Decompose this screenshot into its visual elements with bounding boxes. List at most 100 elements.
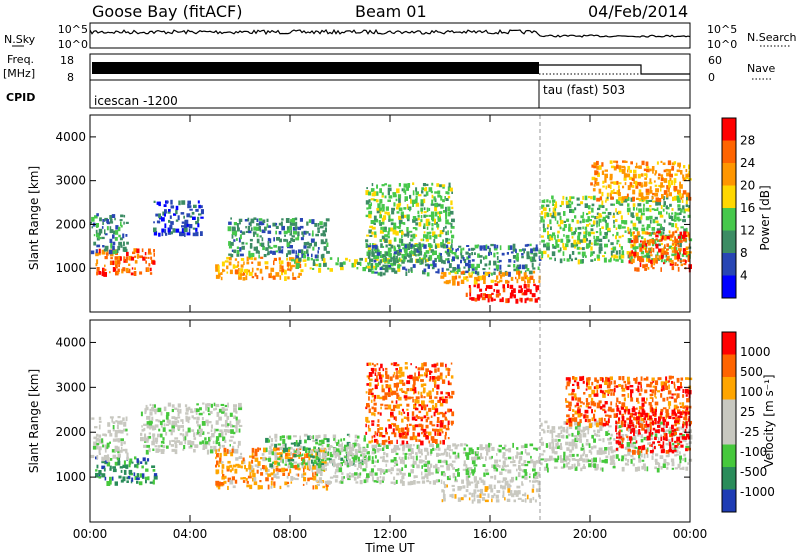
power-echo-cell-1517 xyxy=(586,238,588,242)
power-echo-cell-1260 xyxy=(485,288,487,291)
velocity-echo-cell-1683 xyxy=(491,498,493,503)
power-echo-cell-1867 xyxy=(688,205,690,208)
power-echo-cell-944 xyxy=(447,241,451,244)
velocity-echo-cell-54 xyxy=(136,477,140,480)
power-echo-cell-404 xyxy=(259,229,262,232)
velocity-xtick-label-3: 12:00 xyxy=(373,527,408,541)
power-echo-cell-1023 xyxy=(399,264,402,267)
power-echo-cell-216 xyxy=(189,215,193,218)
power-echo-cell-1277 xyxy=(502,284,505,289)
power-echo-cell-340 xyxy=(227,226,232,232)
velocity-echo-cell-561 xyxy=(284,468,288,472)
velocity-echo-cell-72 xyxy=(149,481,153,484)
velocity-echo-cell-204 xyxy=(154,427,157,430)
power-echo-cell-890 xyxy=(434,218,436,224)
power-echo-cell-236 xyxy=(200,209,204,214)
velocity-echo-cell-1614 xyxy=(445,428,450,431)
power-echo-cell-858 xyxy=(425,191,429,196)
power-echo-cell-1983 xyxy=(682,259,686,262)
power-echo-cell-1149 xyxy=(479,248,483,251)
velocity-echo-cell-544 xyxy=(275,468,279,472)
power-echo-cell-332 xyxy=(297,275,300,278)
velocity-echo-cell-1428 xyxy=(401,418,404,423)
velocity-echo-cell-1911 xyxy=(615,454,619,459)
power-echo-cell-2065 xyxy=(623,173,627,178)
velocity-echo-cell-500 xyxy=(254,457,259,462)
power-echo-cell-953 xyxy=(448,182,451,188)
power-echo-cell-1146 xyxy=(477,244,480,247)
power-echo-cell-1978 xyxy=(679,260,683,263)
power-echo-cell-2060 xyxy=(621,165,625,169)
velocity-echo-cell-1075 xyxy=(435,479,439,483)
velocity-echo-cell-221 xyxy=(159,421,163,426)
velocity-echo-cell-307 xyxy=(196,424,201,427)
velocity-echo-cell-1237 xyxy=(518,464,521,470)
power-echo-cell-783 xyxy=(409,238,414,242)
power-echo-cell-722 xyxy=(392,194,397,198)
velocity-echo-cell-848 xyxy=(330,451,332,456)
power-echo-cell-537 xyxy=(325,218,330,222)
velocity-echo-cell-2504 xyxy=(662,407,667,410)
velocity-echo-cell-703 xyxy=(298,462,302,465)
velocity-echo-cell-2423 xyxy=(629,419,633,424)
power-echo-cell-1001 xyxy=(385,244,388,248)
power-echo-cell-2160 xyxy=(668,169,671,174)
velocity-echo-cell-1557 xyxy=(431,424,436,427)
velocity-echo-cell-1611 xyxy=(441,379,446,384)
velocity-echo-cell-1122 xyxy=(457,472,460,477)
power-echo-cell-472 xyxy=(291,222,296,226)
velocity-echo-cell-1167 xyxy=(479,477,482,481)
power-echo-cell-1305 xyxy=(534,298,538,303)
power-echo-cell-1096 xyxy=(451,270,456,273)
power-echo-cell-1091 xyxy=(446,249,450,252)
velocity-echo-cell-1102 xyxy=(447,444,451,449)
velocity-echo-cell-1175 xyxy=(481,447,486,450)
velocity-echo-cell-2000 xyxy=(654,466,658,470)
velocity-echo-cell-1943 xyxy=(627,427,631,432)
velocity-echo-cell-2168 xyxy=(599,421,603,426)
velocity-echo-cell-203 xyxy=(154,437,159,443)
power-echo-cell-1509 xyxy=(583,231,586,235)
power-echo-cell-2122 xyxy=(652,192,655,196)
power-echo-cell-1391 xyxy=(547,230,549,235)
power-echo-cell-1713 xyxy=(644,254,648,258)
velocity-echo-cell-1729 xyxy=(540,437,543,441)
power-echo-cell-1217 xyxy=(524,264,528,269)
velocity-echo-cell-712 xyxy=(302,446,306,451)
power-echo-cell-1451 xyxy=(566,258,570,262)
power-echo-cell-1341 xyxy=(494,280,497,283)
power-echo-cell-1333 xyxy=(476,279,480,282)
power-echo-cell-832 xyxy=(421,190,424,194)
velocity-echo-cell-572 xyxy=(290,481,293,484)
velocity-echo-cell-483 xyxy=(247,475,252,479)
velocity-echo-cell-758 xyxy=(329,454,334,458)
power-echo-cell-1828 xyxy=(676,212,680,216)
power-echo-cell-1025 xyxy=(399,253,402,256)
velocity-echo-cell-376 xyxy=(221,406,225,412)
velocity-echo-cell-2320 xyxy=(663,419,667,422)
power-echo-cell-701 xyxy=(388,214,391,219)
velocity-echo-cell-2143 xyxy=(587,406,592,409)
velocity-echo-cell-2110 xyxy=(573,393,577,399)
velocity-echo-cell-1855 xyxy=(590,451,593,455)
velocity-echo-cell-300 xyxy=(193,437,197,440)
velocity-echo-cell-647 xyxy=(325,467,327,471)
velocity-echo-cell-2137 xyxy=(585,388,588,391)
velocity-echo-cell-480 xyxy=(245,477,248,481)
power-echo-cell-967 xyxy=(449,187,453,192)
cpid-panel: CPID icescan -1200 tau (fast) 503 xyxy=(6,79,691,109)
power-echo-cell-534 xyxy=(326,242,329,247)
velocity-echo-cell-1567 xyxy=(435,439,438,444)
power-echo-cell-1344 xyxy=(499,279,503,283)
power-echo-cell-68 xyxy=(144,252,147,256)
velocity-echo-cell-2053 xyxy=(677,426,681,431)
power-echo-cell-1115 xyxy=(460,248,463,253)
velocity-echo-cell-1894 xyxy=(607,438,611,441)
velocity-echo-cell-2001 xyxy=(655,461,659,465)
velocity-echo-cell-884 xyxy=(349,452,353,455)
velocity-echo-cell-1625 xyxy=(447,424,450,429)
power-echo-cell-121 xyxy=(110,218,113,223)
power-echo-cell-545 xyxy=(304,263,307,267)
power-echo-cell-2039 xyxy=(609,173,613,179)
power-echo-cell-2049 xyxy=(615,164,619,169)
